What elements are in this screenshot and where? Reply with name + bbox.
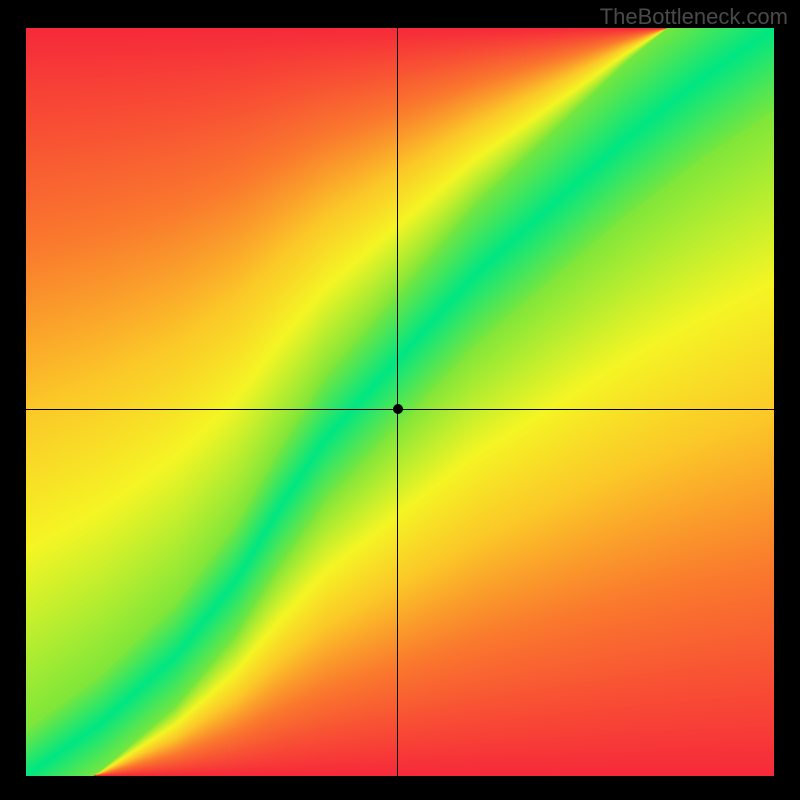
heatmap-canvas <box>26 28 774 776</box>
chart-container: TheBottleneck.com <box>0 0 800 800</box>
plot-area <box>26 28 774 776</box>
marker-dot <box>393 404 403 414</box>
watermark-text: TheBottleneck.com <box>600 4 788 30</box>
crosshair-vertical <box>397 28 398 776</box>
